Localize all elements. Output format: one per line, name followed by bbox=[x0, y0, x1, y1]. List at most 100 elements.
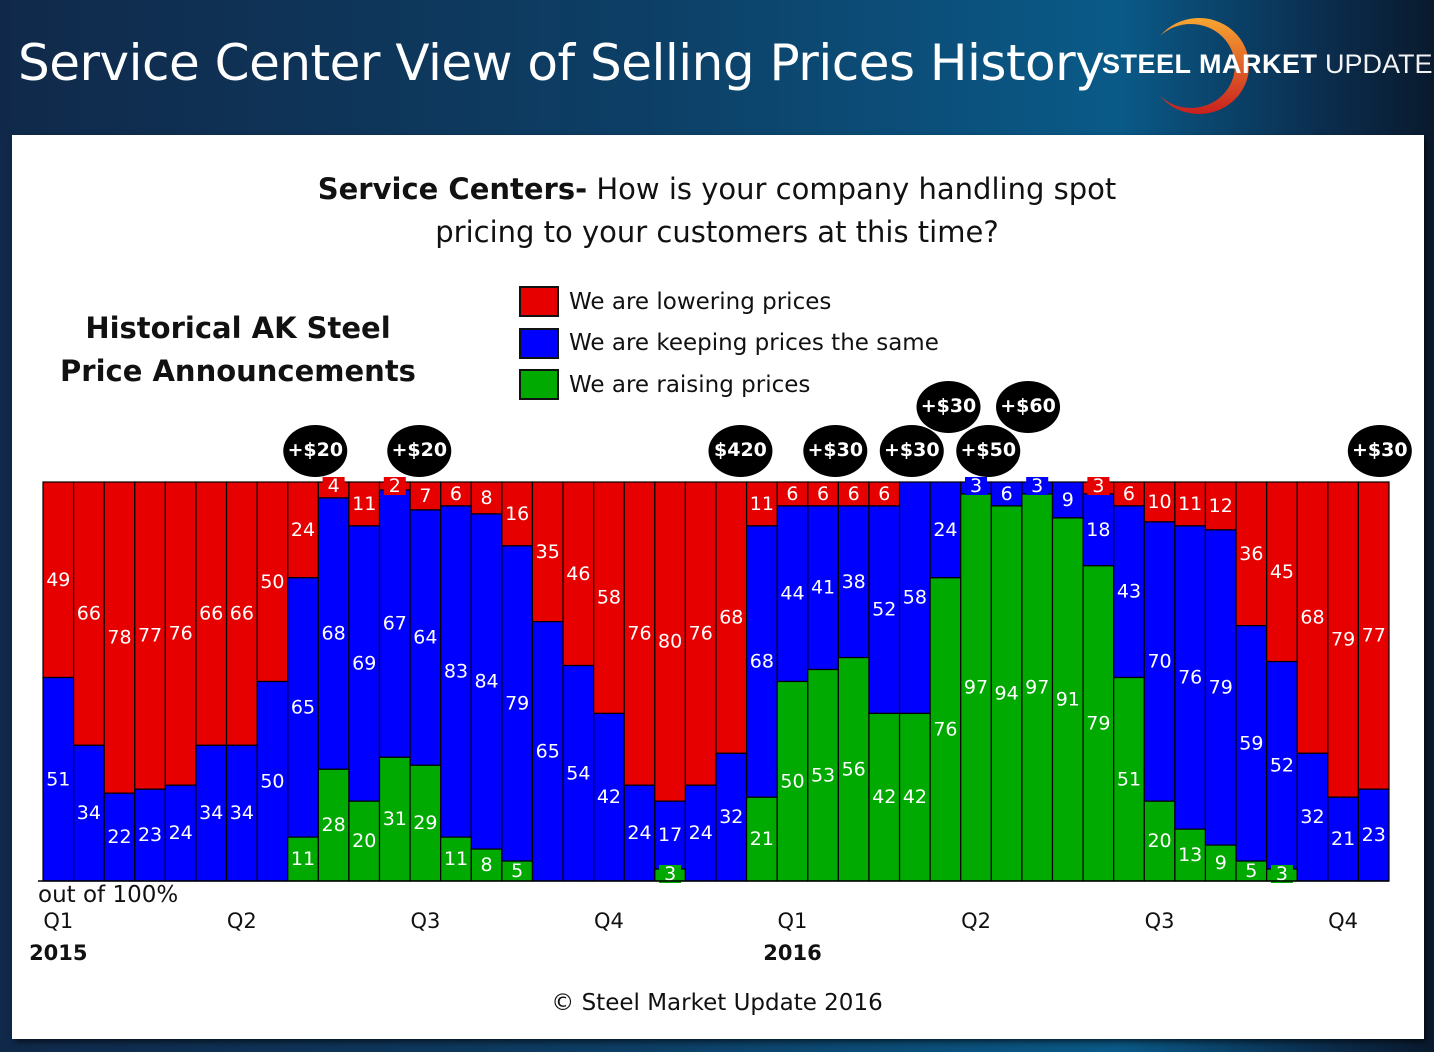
segment-value-label: 76 bbox=[1178, 667, 1202, 689]
bar-segment-lowering bbox=[195, 481, 228, 746]
segment-value-label: 59 bbox=[1239, 732, 1263, 754]
price-announcement-bubble bbox=[283, 425, 348, 477]
segment-value-label: 79 bbox=[1086, 712, 1110, 734]
segment-value-label: 2 bbox=[389, 475, 401, 497]
segment-value-label: 11 bbox=[352, 493, 376, 515]
segment-value-label: 41 bbox=[811, 577, 835, 599]
segment-value-label: 22 bbox=[107, 826, 131, 848]
side-title-line1: Historical AK Steel bbox=[85, 311, 391, 345]
segment-value-label: 69 bbox=[352, 653, 376, 675]
segment-value-label: 28 bbox=[322, 814, 346, 836]
segment-value-label: 67 bbox=[383, 613, 407, 635]
year-label: 2015 bbox=[29, 941, 87, 965]
segment-value-label: 11 bbox=[1178, 493, 1202, 515]
segment-value-label: 83 bbox=[444, 661, 468, 683]
segment-value-label: 13 bbox=[1178, 844, 1202, 866]
bar-segment-keeping bbox=[1143, 521, 1176, 802]
small-value-label-bg bbox=[1087, 477, 1110, 495]
segment-value-label: 70 bbox=[1147, 651, 1171, 673]
price-announcement-bubble bbox=[956, 425, 1021, 477]
legend-item-raising: We are raising prices bbox=[519, 364, 939, 406]
legend-swatch-green bbox=[519, 369, 559, 401]
segment-value-label: 97 bbox=[964, 676, 988, 698]
segment-value-label: 76 bbox=[689, 623, 713, 645]
legend-label: We are keeping prices the same bbox=[569, 330, 939, 357]
segment-value-label: 58 bbox=[903, 587, 927, 609]
price-announcement-label: +$50 bbox=[960, 439, 1016, 461]
bar-segment-keeping bbox=[1266, 660, 1298, 870]
segment-value-label: 9 bbox=[1215, 852, 1227, 874]
price-announcement-label: +$20 bbox=[287, 439, 343, 461]
legend-label: We are lowering prices bbox=[569, 288, 832, 315]
legend-item-keeping: We are keeping prices the same bbox=[519, 323, 939, 365]
segment-value-label: 24 bbox=[627, 822, 651, 844]
segment-value-label: 10 bbox=[1147, 491, 1171, 513]
bar-segment-raising bbox=[990, 505, 1023, 882]
segment-value-label: 21 bbox=[1331, 828, 1355, 850]
bar-segment-keeping bbox=[593, 712, 625, 882]
segment-value-label: 42 bbox=[872, 786, 896, 808]
segment-value-label: 34 bbox=[230, 802, 254, 824]
bar-segment-lowering bbox=[531, 481, 564, 623]
price-announcement-label: +$60 bbox=[1000, 395, 1056, 417]
chart-question: Service Centers- How is your company han… bbox=[0, 168, 1434, 254]
segment-value-label: 36 bbox=[1239, 543, 1263, 565]
segment-value-label: 79 bbox=[1209, 676, 1233, 698]
segment-value-label: 18 bbox=[1086, 519, 1110, 541]
segment-value-label: 64 bbox=[413, 627, 437, 649]
price-announcement-bubble bbox=[803, 425, 868, 477]
bar-segment-lowering bbox=[1357, 481, 1390, 790]
segment-value-label: 6 bbox=[817, 483, 829, 505]
segment-value-label: 34 bbox=[77, 802, 101, 824]
bar-segment-raising bbox=[1021, 493, 1054, 882]
segment-value-label: 6 bbox=[848, 483, 860, 505]
segment-value-label: 52 bbox=[1270, 754, 1294, 776]
bar-segment-keeping bbox=[103, 792, 136, 882]
segment-value-label: 97 bbox=[1025, 676, 1049, 698]
x-tick-label: Q1 bbox=[43, 909, 73, 933]
bar-segment-keeping bbox=[72, 744, 105, 882]
segment-value-label: 6 bbox=[450, 483, 462, 505]
y-axis-note: out of 100% bbox=[38, 882, 179, 908]
bar-segment-lowering bbox=[1296, 481, 1329, 754]
bar-segment-keeping bbox=[1174, 525, 1207, 830]
side-title: Historical AK Steel Price Announcements bbox=[60, 307, 416, 393]
bar-segment-raising bbox=[929, 577, 962, 882]
bar-segment-raising bbox=[1204, 844, 1237, 882]
legend-item-lowering: We are lowering prices bbox=[519, 281, 939, 323]
bar-segment-keeping bbox=[898, 481, 931, 715]
segment-value-label: 6 bbox=[1123, 483, 1135, 505]
segment-value-label: 76 bbox=[933, 718, 957, 740]
x-tick-label: Q4 bbox=[1328, 909, 1358, 933]
segment-value-label: 53 bbox=[811, 764, 835, 786]
segment-value-label: 50 bbox=[260, 770, 284, 792]
segment-value-label: 94 bbox=[995, 682, 1019, 704]
segment-value-label: 11 bbox=[291, 848, 315, 870]
segment-value-label: 78 bbox=[107, 627, 131, 649]
price-announcement-label: $420 bbox=[714, 439, 767, 461]
segment-value-label: 6 bbox=[1001, 483, 1013, 505]
segment-value-label: 84 bbox=[474, 671, 498, 693]
segment-value-label: 24 bbox=[933, 519, 957, 541]
bar-segment-lowering bbox=[562, 481, 595, 667]
segment-value-label: 65 bbox=[536, 740, 560, 762]
segment-value-label: 76 bbox=[169, 623, 193, 645]
segment-value-label: 42 bbox=[903, 786, 927, 808]
bar-segment-raising bbox=[960, 493, 992, 882]
segment-value-label: 24 bbox=[291, 519, 315, 541]
segment-value-label: 52 bbox=[872, 599, 896, 621]
price-announcement-bubble bbox=[996, 381, 1061, 433]
small-value-label-bg bbox=[383, 477, 406, 495]
segment-value-label: 7 bbox=[419, 485, 431, 507]
price-announcement-label: +$30 bbox=[921, 395, 977, 417]
segment-value-label: 50 bbox=[780, 770, 804, 792]
question-line2: pricing to your customers at this time? bbox=[435, 215, 999, 249]
segment-value-label: 46 bbox=[566, 563, 590, 585]
small-value-label-bg bbox=[1026, 477, 1049, 495]
bar-segment-keeping bbox=[1204, 529, 1237, 846]
segment-value-label: 68 bbox=[719, 607, 743, 629]
legend-swatch-red bbox=[519, 286, 559, 318]
segment-value-label: 79 bbox=[1331, 629, 1355, 651]
small-value-label-bg bbox=[1270, 865, 1293, 883]
